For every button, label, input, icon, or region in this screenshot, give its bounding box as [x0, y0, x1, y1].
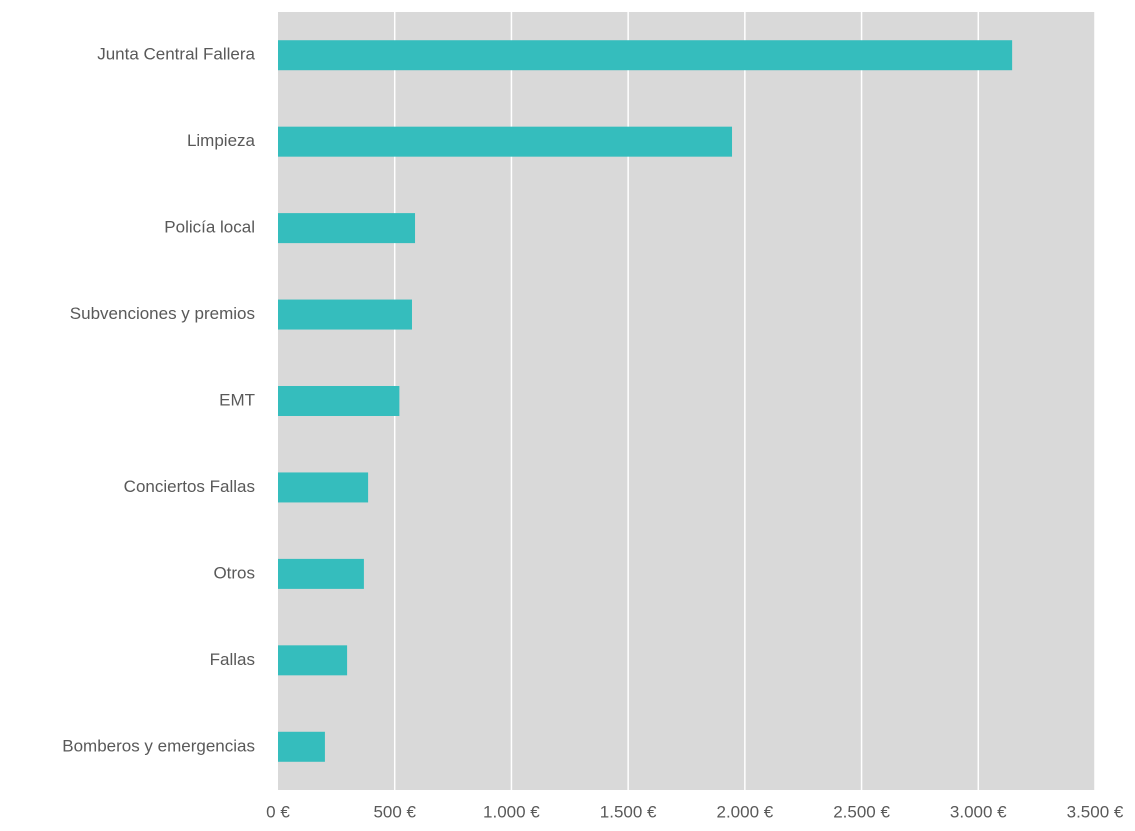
bar — [278, 40, 1013, 71]
bar — [278, 299, 412, 330]
x-tick-label: 2.000 € — [716, 802, 773, 821]
y-tick-label: Fallas — [210, 650, 255, 669]
x-tick-label: 500 € — [373, 802, 416, 821]
y-tick-label: Bomberos y emergencias — [62, 736, 255, 755]
bar — [278, 731, 325, 762]
y-tick-label: Subvenciones y premios — [70, 304, 255, 323]
x-tick-label: 2.500 € — [833, 802, 890, 821]
x-tick-label: 3.000 € — [950, 802, 1007, 821]
x-tick-label: 0 € — [266, 802, 290, 821]
bar — [278, 386, 400, 416]
bar — [278, 472, 369, 503]
y-tick-label: Policía local — [164, 218, 255, 237]
y-tick-label: EMT — [219, 390, 255, 409]
bar — [278, 558, 364, 589]
y-tick-label: Otros — [213, 563, 255, 582]
y-tick-label: Limpieza — [187, 131, 256, 150]
bar — [278, 645, 348, 676]
x-tick-label: 1.000 € — [483, 802, 540, 821]
x-tick-label: 3.500 € — [1067, 802, 1124, 821]
y-tick-label: Junta Central Fallera — [97, 45, 255, 64]
bar — [278, 126, 733, 157]
x-tick-label: 1.500 € — [600, 802, 657, 821]
y-tick-label: Conciertos Fallas — [124, 477, 255, 496]
bar — [278, 213, 416, 244]
